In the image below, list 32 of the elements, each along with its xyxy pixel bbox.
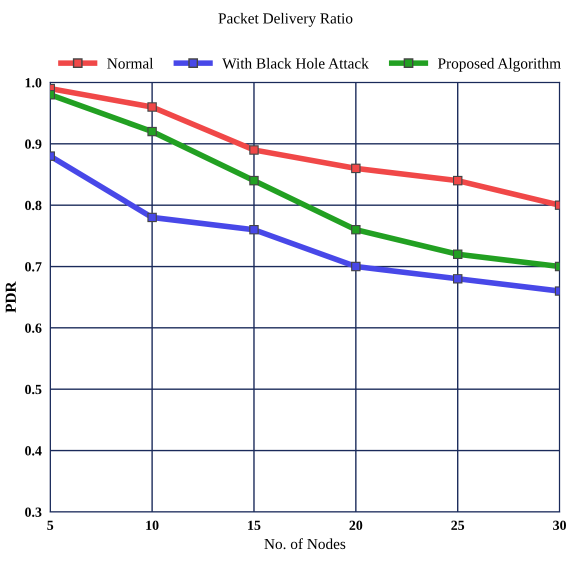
y-tick-label: 1.0 bbox=[26, 78, 42, 88]
point bbox=[249, 224, 259, 234]
point bbox=[249, 145, 259, 155]
point bbox=[452, 274, 462, 284]
x-tick-label: 10 bbox=[146, 520, 159, 530]
point bbox=[351, 164, 361, 174]
x-tick-label: 30 bbox=[553, 520, 566, 530]
y-axis-title: PDR bbox=[6, 281, 16, 313]
y-tick-label: 0.3 bbox=[25, 507, 42, 517]
chart-title: Packet Delivery Ratio bbox=[218, 12, 352, 27]
x-tick-label: 15 bbox=[248, 520, 260, 530]
point bbox=[351, 262, 361, 272]
y-tick-label: 0.7 bbox=[25, 262, 42, 272]
point bbox=[452, 250, 462, 259]
x-tick-label: 20 bbox=[349, 520, 362, 530]
legend-label: Proposed Algorithm bbox=[438, 58, 561, 72]
point bbox=[147, 126, 157, 136]
y-tick-label: 0.8 bbox=[25, 200, 42, 210]
x-axis-title: No. of Nodes bbox=[264, 538, 346, 550]
y-tick-label: 0.6 bbox=[25, 323, 42, 333]
point bbox=[351, 224, 361, 234]
y-tick-label: 0.5 bbox=[25, 384, 42, 394]
point bbox=[147, 102, 157, 112]
legend-label: Normal bbox=[107, 58, 154, 69]
point bbox=[147, 212, 157, 222]
y-tick-label: 0.9 bbox=[25, 139, 42, 149]
x-tick-label: 5 bbox=[47, 520, 54, 530]
x-tick-label: 25 bbox=[451, 520, 464, 530]
point bbox=[249, 176, 259, 186]
legend-label: With Black Hole Attack bbox=[222, 58, 369, 69]
y-tick-label: 0.4 bbox=[25, 446, 42, 456]
point bbox=[452, 176, 462, 186]
